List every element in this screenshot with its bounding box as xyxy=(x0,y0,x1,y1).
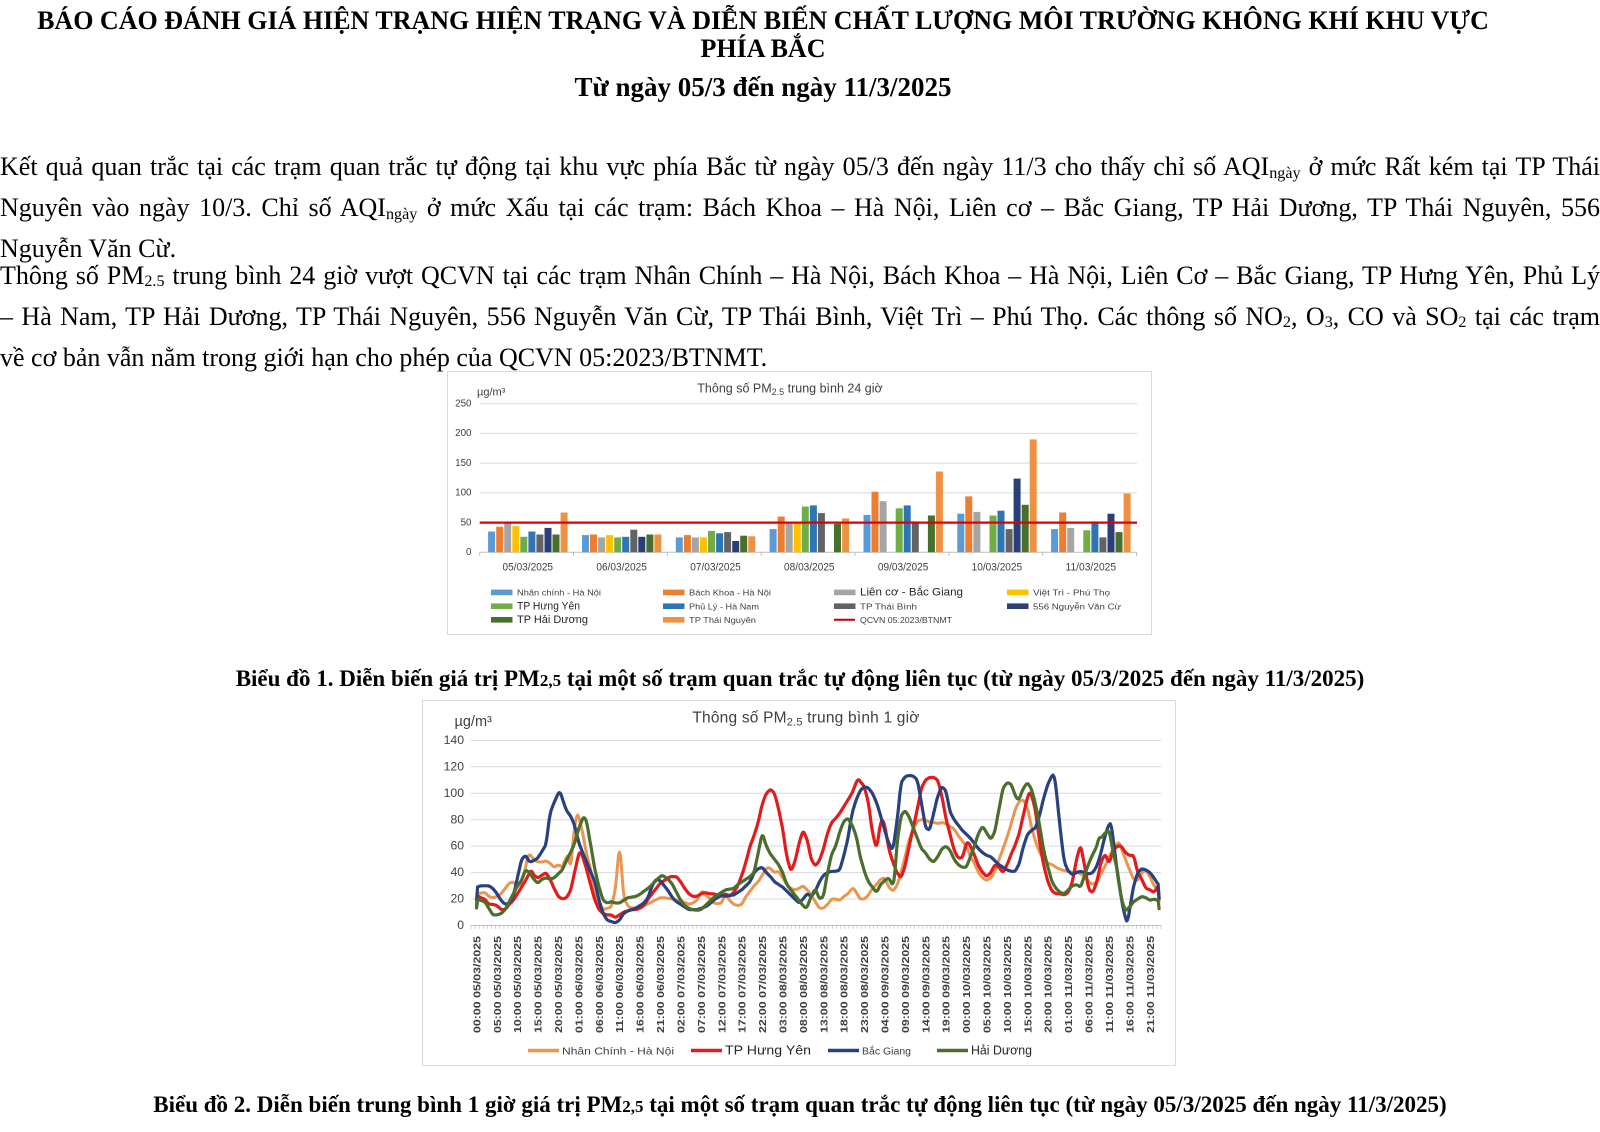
svg-text:Hải Dương: Hải Dương xyxy=(971,1043,1032,1058)
svg-text:00:00 05/03/2025: 00:00 05/03/2025 xyxy=(471,936,483,1033)
svg-text:Bắc Giang: Bắc Giang xyxy=(862,1045,911,1058)
svg-text:120: 120 xyxy=(444,759,465,773)
svg-text:07:00 07/03/2025: 07:00 07/03/2025 xyxy=(696,936,708,1033)
svg-text:08:00 08/03/2025: 08:00 08/03/2025 xyxy=(798,936,810,1033)
svg-text:06/03/2025: 06/03/2025 xyxy=(596,562,647,574)
svg-text:0: 0 xyxy=(466,547,472,558)
svg-text:20:00 10/03/2025: 20:00 10/03/2025 xyxy=(1043,936,1055,1033)
svg-text:07/03/2025: 07/03/2025 xyxy=(690,562,741,574)
svg-text:Phủ Lý - Hà Nam: Phủ Lý - Hà Nam xyxy=(689,601,759,611)
svg-text:16:00 06/03/2025: 16:00 06/03/2025 xyxy=(635,936,647,1033)
svg-text:140: 140 xyxy=(444,733,465,747)
svg-text:20: 20 xyxy=(450,892,464,906)
svg-text:TP Hưng Yên: TP Hưng Yên xyxy=(725,1043,811,1058)
svg-text:QCVN 05:2023/BTNMT: QCVN 05:2023/BTNMT xyxy=(860,615,953,625)
svg-text:05:00 05/03/2025: 05:00 05/03/2025 xyxy=(492,936,504,1033)
svg-text:TP Thái Nguyên: TP Thái Nguyên xyxy=(689,615,756,625)
svg-text:06:00 11/03/2025: 06:00 11/03/2025 xyxy=(1084,936,1096,1033)
svg-text:05:00 10/03/2025: 05:00 10/03/2025 xyxy=(982,936,994,1033)
svg-text:23:00 08/03/2025: 23:00 08/03/2025 xyxy=(859,936,871,1033)
svg-text:100: 100 xyxy=(455,488,472,499)
svg-text:21:00 11/03/2025: 21:00 11/03/2025 xyxy=(1145,936,1157,1033)
svg-text:10:00 10/03/2025: 10:00 10/03/2025 xyxy=(1002,936,1014,1033)
svg-text:03:00 08/03/2025: 03:00 08/03/2025 xyxy=(778,936,790,1033)
svg-text:TP Hải Dương: TP Hải Dương xyxy=(517,614,588,626)
svg-text:Thông số PM2.5 trung bình 1 gi: Thông số PM2.5 trung bình 1 giờ xyxy=(692,710,919,729)
svg-text:150: 150 xyxy=(455,458,472,469)
svg-text:08/03/2025: 08/03/2025 xyxy=(784,562,835,574)
svg-text:80: 80 xyxy=(450,812,464,826)
svg-text:µg/m³: µg/m³ xyxy=(477,387,506,399)
svg-text:15:00 10/03/2025: 15:00 10/03/2025 xyxy=(1022,936,1034,1033)
svg-text:17:00 07/03/2025: 17:00 07/03/2025 xyxy=(737,936,749,1033)
svg-text:100: 100 xyxy=(444,786,465,800)
svg-text:TP Thái Bình: TP Thái Bình xyxy=(860,601,917,611)
svg-text:40: 40 xyxy=(450,865,464,879)
svg-text:50: 50 xyxy=(461,517,472,528)
svg-text:200: 200 xyxy=(455,428,472,439)
svg-text:10/03/2025: 10/03/2025 xyxy=(972,562,1023,574)
svg-text:14:00 09/03/2025: 14:00 09/03/2025 xyxy=(920,936,932,1033)
svg-text:21:00 06/03/2025: 21:00 06/03/2025 xyxy=(655,936,667,1033)
svg-text:µg/m³: µg/m³ xyxy=(455,714,493,730)
svg-text:05/03/2025: 05/03/2025 xyxy=(503,562,554,574)
svg-text:556 Nguyễn Văn Cừ: 556 Nguyễn Văn Cừ xyxy=(1033,601,1121,611)
svg-text:250: 250 xyxy=(455,399,472,410)
svg-text:16:00 11/03/2025: 16:00 11/03/2025 xyxy=(1124,936,1136,1033)
svg-text:Bách Khoa - Hà Nội: Bách Khoa - Hà Nội xyxy=(689,588,771,598)
svg-text:18:00 08/03/2025: 18:00 08/03/2025 xyxy=(839,936,851,1033)
svg-text:Nhân Chính - Hà Nội: Nhân Chính - Hà Nội xyxy=(562,1046,674,1058)
svg-text:04:00 09/03/2025: 04:00 09/03/2025 xyxy=(880,936,892,1033)
svg-text:09:00 09/03/2025: 09:00 09/03/2025 xyxy=(900,936,912,1033)
svg-text:19:00 09/03/2025: 19:00 09/03/2025 xyxy=(941,936,953,1033)
svg-text:TP Hưng Yên: TP Hưng Yên xyxy=(517,600,580,612)
svg-text:02:00 07/03/2025: 02:00 07/03/2025 xyxy=(676,936,688,1033)
svg-text:00:00 10/03/2025: 00:00 10/03/2025 xyxy=(961,936,973,1033)
svg-text:22:00 07/03/2025: 22:00 07/03/2025 xyxy=(757,936,769,1033)
svg-text:Liên cơ - Bắc Giang: Liên cơ - Bắc Giang xyxy=(860,586,963,599)
svg-text:01:00 06/03/2025: 01:00 06/03/2025 xyxy=(573,936,585,1033)
svg-text:11:00 11/03/2025: 11:00 11/03/2025 xyxy=(1104,936,1116,1033)
svg-text:06:00 06/03/2025: 06:00 06/03/2025 xyxy=(594,936,606,1033)
svg-text:Việt Trì - Phú Thọ: Việt Trì - Phú Thọ xyxy=(1033,588,1110,598)
svg-text:11/03/2025: 11/03/2025 xyxy=(1066,562,1117,574)
svg-text:01:00 11/03/2025: 01:00 11/03/2025 xyxy=(1063,936,1075,1033)
svg-text:Nhân chính - Hà Nội: Nhân chính - Hà Nội xyxy=(517,588,601,598)
svg-text:12:00 07/03/2025: 12:00 07/03/2025 xyxy=(716,936,728,1033)
svg-text:13:00 08/03/2025: 13:00 08/03/2025 xyxy=(818,936,830,1033)
svg-text:20:00 05/03/2025: 20:00 05/03/2025 xyxy=(553,936,565,1033)
svg-text:15:00 05/03/2025: 15:00 05/03/2025 xyxy=(533,936,545,1033)
svg-text:0: 0 xyxy=(457,918,464,932)
svg-text:09/03/2025: 09/03/2025 xyxy=(878,562,929,574)
svg-text:60: 60 xyxy=(450,839,464,853)
svg-text:Thông số PM2.5 trung bình 24 g: Thông số PM2.5 trung bình 24 giờ xyxy=(697,382,882,398)
svg-text:11:00 06/03/2025: 11:00 06/03/2025 xyxy=(614,936,626,1033)
svg-text:10:00 05/03/2025: 10:00 05/03/2025 xyxy=(512,936,524,1033)
